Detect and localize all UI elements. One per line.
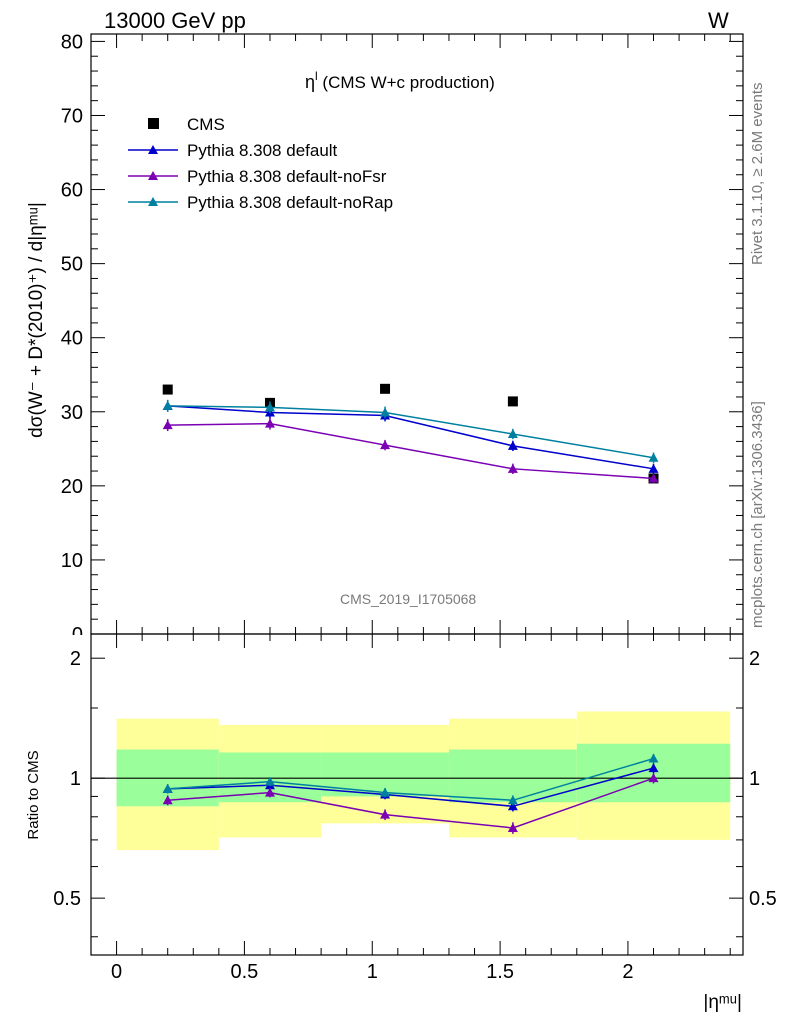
- noRap-ratio-marker: [380, 787, 391, 797]
- ratio-panel: 0 0.5 1 1.5 2 0.5 0.5 1 1 2 2: [53, 633, 777, 983]
- header-left: 13000 GeV pp: [104, 8, 246, 33]
- main-y-tick-label: 80: [61, 31, 83, 53]
- default-marker: [507, 440, 518, 450]
- noRap-marker: [648, 452, 659, 462]
- noFsr-marker: [162, 420, 173, 430]
- main-y-tick-label: 30: [61, 402, 83, 424]
- ratio-frame: [90, 633, 744, 956]
- main-y-label: dσ(W⁻ + D*(2010)⁺) / d|ηᵐᵘ|: [26, 202, 47, 438]
- rivet-side-text: Rivet 3.1.10, ≥ 2.6M events: [749, 83, 766, 266]
- ratio-y-tick-label: 0.5: [53, 888, 81, 910]
- plot-title: ηl (CMS W+c production): [305, 69, 495, 92]
- noRap-marker: [507, 429, 518, 438]
- ratio-y-tick-label-right: 0.5: [749, 888, 777, 910]
- ratio-y-tick-label-right: 1: [749, 768, 760, 790]
- legend-marker-noFsr: [148, 171, 158, 180]
- x-tick-label: 0.5: [231, 961, 259, 983]
- main-y-tick-label: 50: [61, 254, 83, 276]
- noFsr-ratio-marker: [507, 822, 518, 832]
- noRap-ratio-marker: [162, 783, 173, 793]
- plot-title-rest: (CMS W+c production): [318, 73, 495, 92]
- ratio-band-inner: [448, 749, 577, 803]
- noFsr-ratio-marker: [264, 787, 275, 797]
- legend-marker-noRap: [148, 197, 158, 206]
- noFsr-ratio-marker: [648, 773, 659, 783]
- cms-data-point: [380, 383, 391, 394]
- noRap-ratio-marker: [507, 795, 518, 805]
- legend-label-default: Pythia 8.308 default: [187, 141, 338, 160]
- noRap-marker: [380, 407, 391, 417]
- plot-title-sup: l: [315, 69, 318, 83]
- noFsr-marker: [380, 440, 391, 450]
- default-marker: [648, 463, 659, 473]
- main-y-tick-label: 20: [61, 476, 83, 498]
- header-right: W: [708, 8, 729, 33]
- noFsr-marker: [648, 473, 659, 483]
- main-y-tick-label: 40: [61, 328, 83, 350]
- x-tick-label: 2: [622, 961, 633, 983]
- noRap-ratio-marker: [648, 753, 659, 763]
- x-axis-label: |ηᵐᵘ|: [703, 992, 742, 1013]
- plot-title-eta: η: [305, 72, 315, 92]
- legend-label-noFsr: Pythia 8.308 default-noFsr: [187, 167, 387, 186]
- ratio-y-tick-label: 2: [70, 648, 81, 670]
- ratio-y-tick-label-right: 2: [749, 648, 760, 670]
- default-ratio-marker: [507, 801, 518, 811]
- main-panel: 0 10 20 30 40 50 60 70 80 CMS Pythia 8.308 default…: [61, 31, 744, 646]
- mcplots-side-text: mcplots.cern.ch [arXiv:1306.3436]: [749, 401, 766, 628]
- legend-marker-cms: [148, 118, 159, 129]
- ratio-y-tick-label: 1: [70, 768, 81, 790]
- default-ratio-marker: [648, 763, 659, 773]
- legend-label-data: CMS: [187, 115, 225, 134]
- ratio-y-label: Ratio to CMS: [25, 750, 42, 839]
- x-tick-label: 1: [367, 961, 378, 983]
- noFsr-marker: [264, 418, 275, 428]
- main-y-tick-label: 60: [61, 180, 83, 202]
- noFsr-line: [167, 422, 654, 480]
- analysis-watermark: CMS_2019_I1705068: [340, 591, 476, 607]
- noFsr-ratio-marker: [162, 795, 173, 805]
- noRap-ratio-marker: [264, 776, 275, 786]
- noRap-marker: [264, 402, 275, 412]
- legend-label-noRap: Pythia 8.308 default-noRap: [187, 193, 393, 212]
- cms-data-point: [507, 396, 518, 407]
- x-tick-label: 0: [111, 961, 122, 983]
- legend-marker-default: [148, 145, 158, 154]
- main-y-tick-label: 10: [61, 550, 83, 572]
- x-tick-label: 1.5: [486, 961, 514, 983]
- noFsr-marker: [507, 463, 518, 473]
- noFsr-ratio-marker: [380, 809, 391, 819]
- cms-data-point: [162, 384, 173, 395]
- default-line: [167, 405, 654, 470]
- noRap-marker: [162, 400, 173, 410]
- main-y-tick-label: 70: [61, 105, 83, 127]
- legend: CMS Pythia 8.308 default Pythia 8.308 defa…: [128, 115, 393, 212]
- main-y-tick-label: 0: [72, 624, 83, 646]
